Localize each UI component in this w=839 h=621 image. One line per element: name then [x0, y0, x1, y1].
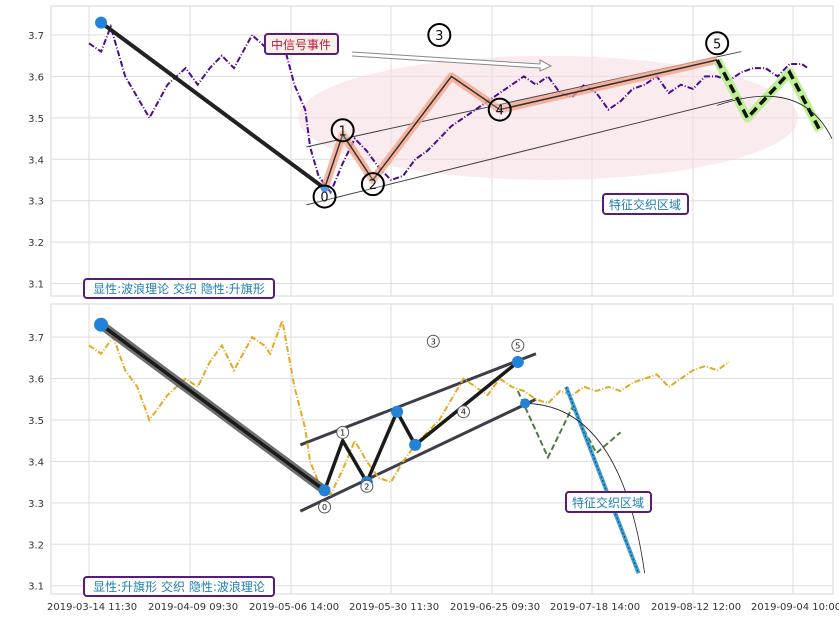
bottom-ytick-label: 3.7 [28, 333, 44, 344]
bottom-panel-frame [50, 303, 834, 595]
wave-label-3: 3 [435, 29, 443, 44]
wave-label-0: 0 [320, 191, 328, 206]
top-zone-text: 特征交织区域 [609, 197, 681, 212]
x-tick-label: 2019-05-06 14:00 [249, 602, 339, 613]
signal-arrow [351, 51, 553, 72]
top-ytick-label: 3.2 [28, 238, 44, 249]
wave-label-circle-5 [511, 338, 525, 352]
x-tick-label: 2019-09-04 10:00 [751, 602, 839, 613]
bottom-zone-text: 特征交织区域 [572, 495, 644, 510]
consolidation-ellipse [298, 55, 799, 180]
forecast-dashed [715, 59, 822, 132]
bottom-price-line [88, 316, 730, 497]
wave-node-extra [520, 398, 531, 409]
bottom-price [88, 316, 730, 497]
x-tick-labels: 2019-03-14 11:30 2019-04-09 09:30 2019-05-… [47, 602, 839, 613]
top-zone-annotation: 特征交织区域 [602, 193, 689, 215]
x-tick-label: 2019-05-30 11:30 [349, 602, 439, 613]
bottom-ytick-label: 3.6 [28, 375, 44, 386]
wave-leg-0 [99, 20, 326, 190]
wave-label-1: 1 [339, 124, 347, 139]
x-tick-label: 2019-08-12 12:00 [651, 602, 741, 613]
bottom-ytick-label: 3.3 [28, 499, 44, 510]
top-ellipse [298, 55, 799, 180]
wave-label-circle-3 [426, 334, 440, 348]
bottom-ytick-label: 3.4 [28, 457, 44, 468]
wave-label-circle-1 [336, 425, 350, 439]
bottom-y-ticks: 3.1 3.2 3.3 3.4 3.5 3.6 3.7 [28, 333, 44, 593]
wave-label-circle-3 [427, 23, 452, 47]
top-ytick-label: 3.7 [28, 31, 44, 42]
wave-legs [323, 59, 718, 189]
bottom-label-box: 显性:升旗形 交织 隐性:波浪理论 [83, 576, 275, 597]
wave-label-2: 2 [364, 482, 369, 491]
x-tick-label: 2019-06-25 09:30 [450, 602, 540, 613]
wave-label-circle-4 [456, 405, 470, 419]
top-label-box: 显性:波浪理论 交织 隐性:升旗形 [83, 278, 275, 299]
wave-label-0: 0 [322, 503, 327, 512]
wave-node-6 [511, 356, 524, 368]
wave-node-4 [391, 405, 404, 418]
bottom-ytick-label: 3.5 [28, 416, 44, 427]
top-ytick-label: 3.1 [28, 280, 44, 291]
x-tick-label: 2019-07-18 14:00 [550, 602, 640, 613]
wave-label-circle-2 [360, 172, 385, 197]
bottom-forecast [516, 386, 641, 575]
top-wave [99, 20, 719, 190]
top-price [88, 23, 809, 195]
top-arc [717, 95, 833, 139]
wave-label-4: 4 [496, 104, 504, 119]
wave-label-2: 2 [369, 178, 377, 193]
bottom-channel-line-1 [299, 397, 537, 513]
x-tick-label: 2019-04-09 09:30 [148, 602, 238, 613]
top-y-ticks: 3.1 3.2 3.3 3.4 3.5 3.6 3.7 [28, 31, 44, 291]
wave-label-circle-5 [705, 31, 730, 56]
top-ytick-label: 3.3 [28, 197, 44, 208]
bottom-projection-arc [523, 403, 646, 574]
top-signal-text: 中信号事件 [271, 37, 331, 52]
wave-label-circle-1 [330, 118, 355, 143]
wave-node-5 [409, 438, 422, 451]
bottom-xgrid [88, 304, 794, 594]
wave-node-1 [318, 484, 331, 497]
wave-label-1: 1 [340, 428, 345, 437]
forecast-long-inner [565, 386, 640, 574]
top-label-text: 显性:波浪理论 交织 隐性:升旗形 [93, 281, 265, 296]
bottom-wave-labels: 0 1 2 3 4 5 [318, 334, 525, 514]
x-tick-label: 2019-03-14 11:30 [47, 602, 137, 613]
wave-label-circle-0 [312, 184, 337, 209]
top-signal-annotation: 中信号事件 [264, 33, 553, 72]
wave-label-5: 5 [515, 341, 520, 350]
top-ytick-label: 3.4 [28, 155, 44, 166]
wave-label-circle-2 [360, 479, 374, 493]
bottom-zone-annotation: 特征交织区域 [565, 491, 652, 513]
wave-label-circle-0 [318, 500, 332, 514]
top-ytick-label: 3.5 [28, 114, 44, 125]
bottom-ytick-label: 3.1 [28, 582, 44, 593]
wave-label-5: 5 [713, 37, 721, 52]
wave-label-4: 4 [461, 408, 466, 417]
top-wave-labels: 0 1 2 3 4 5 [312, 23, 730, 209]
wave-label-circle-4 [487, 97, 512, 122]
wave-node-start [95, 16, 108, 29]
top-forecast [713, 57, 824, 133]
wave-node-0 [94, 317, 109, 332]
top-ytick-label: 3.6 [28, 72, 44, 83]
bottom-arc [523, 403, 646, 574]
top-channel-line-1 [306, 96, 742, 206]
bottom-ytick-label: 3.2 [28, 540, 44, 551]
top-price-line [88, 23, 809, 195]
top-projection-arc [717, 95, 833, 139]
bottom-label-text: 显性:升旗形 交织 隐性:波浪理论 [93, 579, 265, 594]
wave-label-3: 3 [431, 337, 436, 346]
